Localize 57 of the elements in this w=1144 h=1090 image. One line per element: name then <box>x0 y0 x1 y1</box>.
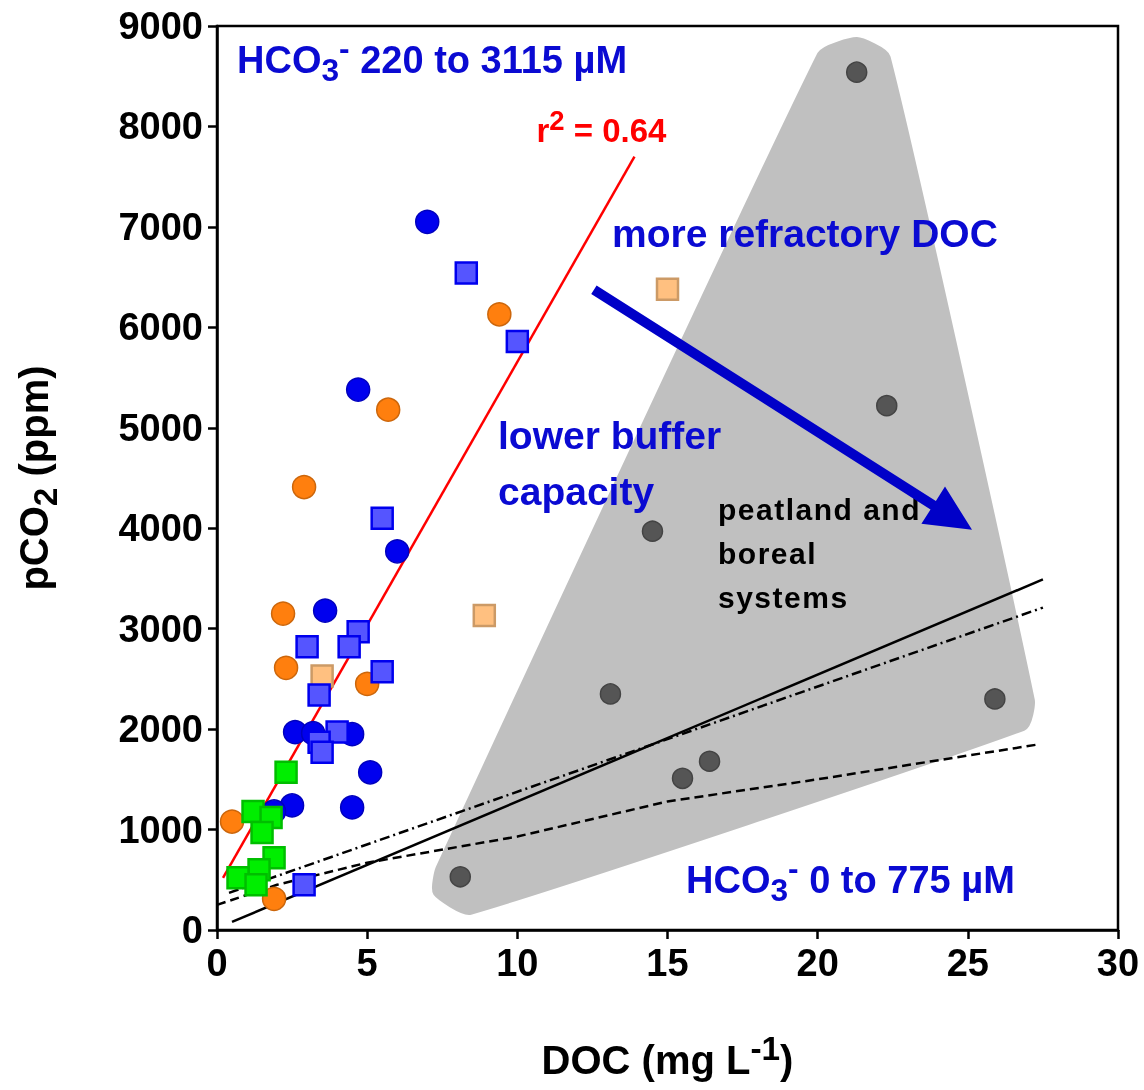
annotation: more refractory DOC <box>612 212 998 256</box>
point <box>698 750 721 772</box>
point <box>472 603 497 628</box>
point <box>487 302 512 327</box>
point <box>641 520 664 542</box>
point <box>339 795 365 820</box>
point <box>375 397 401 422</box>
point <box>292 873 316 897</box>
point <box>984 688 1006 710</box>
point <box>307 683 331 707</box>
point <box>219 809 245 834</box>
y-tick-label: 8000 <box>118 105 203 148</box>
x-tick-label: 10 <box>496 942 539 984</box>
point <box>244 873 268 897</box>
point <box>415 209 440 235</box>
point <box>310 740 334 764</box>
y-tick-label: 5000 <box>118 406 203 449</box>
y-tick-label: 3000 <box>118 607 203 650</box>
y-tick-label: 9000 <box>118 5 203 47</box>
point <box>295 635 319 659</box>
point <box>357 760 383 785</box>
point <box>876 394 898 417</box>
y-tick-label: 2000 <box>118 708 203 751</box>
point <box>845 61 868 83</box>
point <box>250 820 274 845</box>
x-axis-title: DOC (mg L$^{-1}$) <box>541 1030 794 1084</box>
annotation: peatland and boreal systems <box>718 492 923 616</box>
point <box>384 539 410 564</box>
point <box>337 635 361 659</box>
x-tick-label: 20 <box>796 942 839 984</box>
point <box>655 277 680 301</box>
point <box>370 506 394 530</box>
point <box>599 683 622 705</box>
y-tick-label: 7000 <box>118 205 203 248</box>
x-tick-label: 25 <box>946 942 989 984</box>
point <box>454 261 479 285</box>
x-tick-label: 15 <box>646 942 689 984</box>
point <box>370 660 394 684</box>
annotation: r$^{2}$ = 0.64 <box>536 104 667 150</box>
point <box>274 760 298 785</box>
point <box>345 377 371 402</box>
point <box>291 474 317 500</box>
x-tick-label: 30 <box>1096 942 1140 984</box>
y-tick-label: 1000 <box>118 808 203 851</box>
x-tick-label: 5 <box>356 942 378 984</box>
point <box>505 329 530 354</box>
annotation: HCO$_{3}$$^{-}$ 220 to 3115 µM <box>237 30 628 90</box>
point <box>671 767 694 790</box>
y-tick-label: 4000 <box>118 507 203 550</box>
y-tick-label: 6000 <box>118 306 203 349</box>
point <box>449 866 472 888</box>
point <box>312 598 338 623</box>
y-tick-label: 0 <box>181 909 203 951</box>
point <box>270 601 296 626</box>
point <box>273 655 299 681</box>
point <box>261 886 287 912</box>
annotation: HCO$_{3}$$^{-}$ 0 to 775 µM <box>686 850 1015 910</box>
